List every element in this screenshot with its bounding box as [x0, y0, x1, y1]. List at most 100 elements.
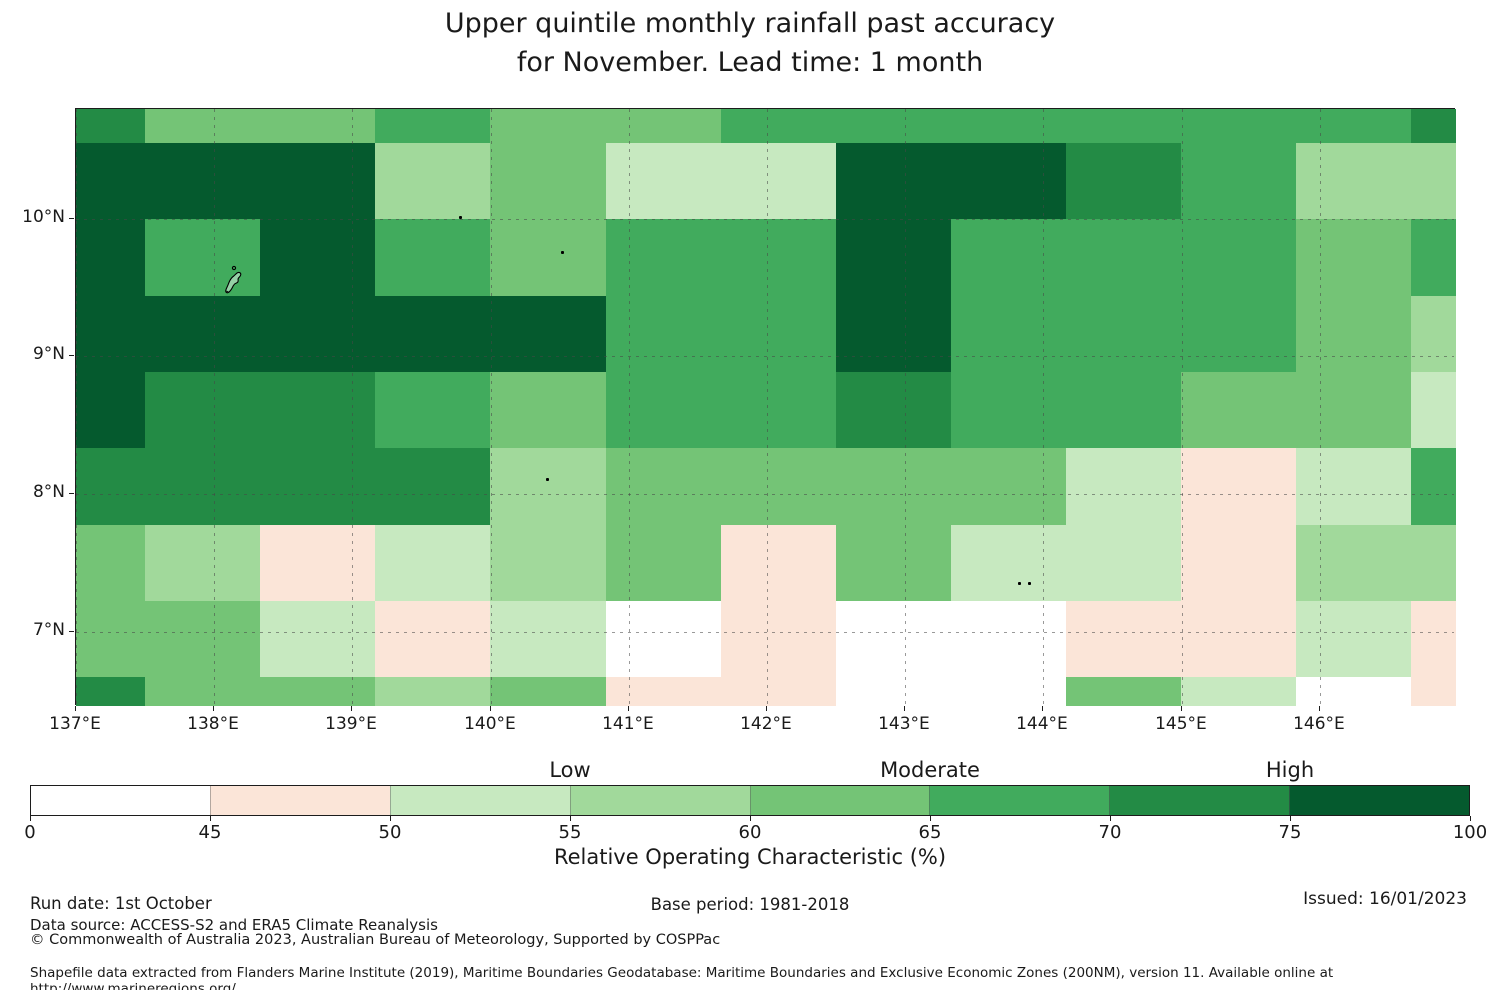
map-cell [836, 525, 951, 601]
x-tick-label: 144°E [1016, 714, 1068, 734]
map-cell [1181, 525, 1296, 601]
map-cell [721, 448, 836, 525]
map-cell [1181, 601, 1296, 677]
map-cell [951, 296, 1066, 372]
colorbar-tick-mark [750, 816, 751, 821]
map-cell [721, 677, 836, 706]
map-cell [1296, 525, 1411, 601]
meridian-gridline [1319, 109, 1321, 704]
map-cell [1411, 219, 1456, 296]
map-cell [260, 296, 375, 372]
map-cell [375, 219, 490, 296]
map-cell [76, 677, 145, 706]
meridian-gridline [904, 109, 906, 704]
map-cell [1181, 219, 1296, 296]
colorbar-category-label: High [1265, 758, 1315, 782]
colorbar-tick-mark [570, 816, 571, 821]
map-cell [721, 296, 836, 372]
meridian-gridline [490, 109, 492, 704]
map-cell [260, 109, 375, 143]
map-cell [145, 372, 260, 448]
map-cell [1181, 109, 1296, 143]
map-cell [951, 372, 1066, 448]
colorbar-segment [1289, 786, 1469, 815]
map-cell [490, 219, 606, 296]
footer-issued-date: Issued: 16/01/2023 [1303, 889, 1467, 909]
map-cell [1066, 372, 1181, 448]
map-cell [1411, 372, 1456, 448]
colorbar-tick-label: 0 [24, 822, 36, 843]
map-cell [836, 448, 951, 525]
map-cell [606, 219, 721, 296]
colorbar-tick-mark [390, 816, 391, 821]
x-tick-label: 143°E [878, 714, 930, 734]
map-cell [1296, 448, 1411, 525]
map-cell [490, 525, 606, 601]
map-cell [1411, 448, 1456, 525]
x-tick-label: 146°E [1293, 714, 1345, 734]
map-cell [606, 677, 721, 706]
map-cell [1066, 296, 1181, 372]
colorbar-segment [209, 786, 390, 815]
map-cell [836, 677, 951, 706]
map-cell [76, 525, 145, 601]
colorbar-tick-label: 75 [1278, 822, 1302, 843]
colorbar-segment [1109, 786, 1290, 815]
map-cell [490, 143, 606, 219]
y-tick-mark [69, 630, 74, 632]
x-tick-label: 137°E [49, 714, 101, 734]
map-cell [1296, 143, 1411, 219]
map-cell [76, 219, 145, 296]
y-tick-label: 7°N [32, 619, 65, 640]
x-tick-label: 141°E [602, 714, 654, 734]
chart-title: Upper quintile monthly rainfall past acc… [444, 8, 1056, 78]
x-tick-mark [765, 706, 767, 711]
map-cell [951, 143, 1066, 219]
map-cell [836, 219, 951, 296]
map-cell [721, 372, 836, 448]
x-tick-mark [627, 706, 629, 711]
colorbar-category-label: Low [549, 758, 591, 782]
map-cell [836, 601, 951, 677]
map-cell [1411, 143, 1456, 219]
map-cell [375, 143, 490, 219]
islet-dot-icon [1028, 582, 1031, 585]
map-cell [1066, 143, 1181, 219]
map-cell [260, 525, 375, 601]
map-cell [606, 143, 721, 219]
x-tick-mark [1180, 706, 1182, 711]
parallel-gridline [76, 631, 1454, 633]
y-tick-label: 8°N [32, 482, 65, 502]
colorbar-segment [389, 786, 570, 815]
map-cell [1296, 677, 1411, 706]
map-cell [721, 219, 836, 296]
map-cell [721, 143, 836, 219]
map-cell [1066, 219, 1181, 296]
island-outline-icon [225, 265, 242, 294]
y-tick-label: 10°N [22, 207, 65, 228]
map-cell [260, 601, 375, 677]
colorbar-segment [749, 786, 930, 815]
map-cell [260, 677, 375, 706]
map-cell [606, 525, 721, 601]
colorbar-tick-label: 50 [378, 822, 402, 843]
colorbar-tick-mark [930, 816, 931, 821]
parallel-gridline [76, 355, 1454, 357]
colorbar-category-label: Moderate [880, 758, 980, 782]
x-tick-mark [489, 706, 491, 711]
map-cell [1411, 601, 1456, 677]
map-cell [76, 601, 145, 677]
meridian-gridline [214, 109, 215, 704]
map-cell [836, 372, 951, 448]
x-tick-label: 142°E [740, 714, 792, 734]
map-cell [1411, 296, 1456, 372]
map-cell [951, 219, 1066, 296]
islet-dot-icon [546, 478, 549, 481]
map-cell [76, 109, 145, 143]
map-cell [490, 448, 606, 525]
map-cell [836, 296, 951, 372]
colorbar-tick-mark [30, 816, 31, 821]
map-cell [1296, 372, 1411, 448]
map-cell [606, 296, 721, 372]
